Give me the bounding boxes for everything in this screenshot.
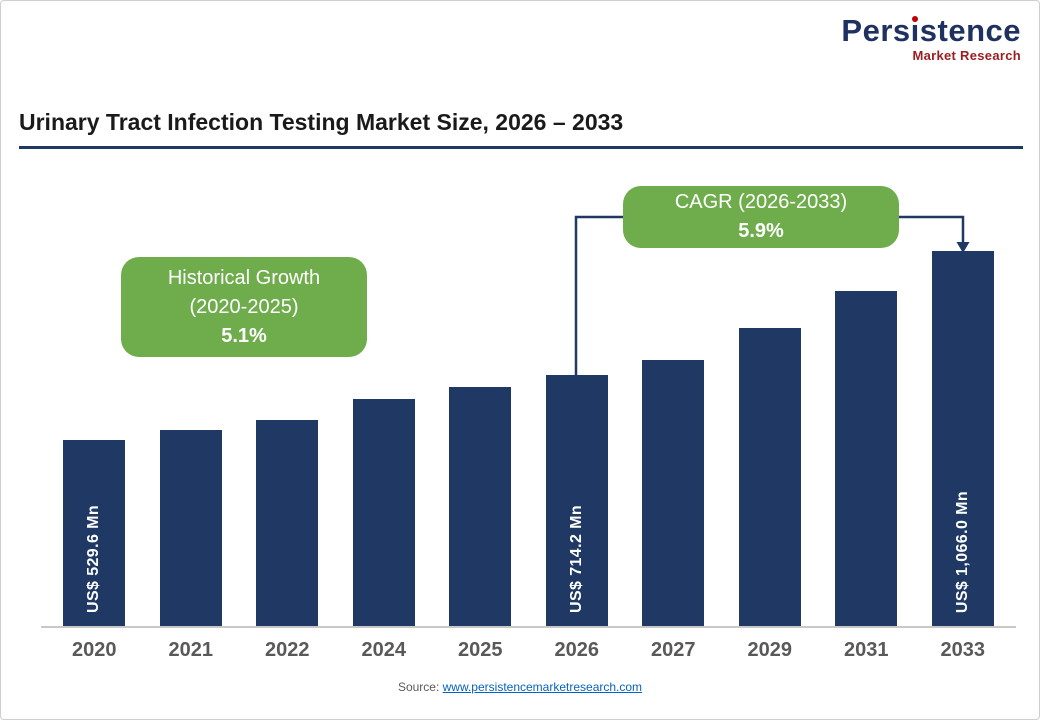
historical-growth-callout: Historical Growth (2020-2025) 5.1% — [121, 257, 367, 357]
bar-2029 — [738, 328, 801, 626]
historical-growth-value: 5.1% — [221, 324, 267, 347]
x-axis-label-2021: 2021 — [168, 639, 214, 661]
x-axis-label-2022: 2022 — [265, 639, 310, 661]
bar-value-label-2033: US$ 1,066.0 Mn — [953, 490, 971, 613]
bar-2022 — [256, 420, 319, 626]
source-prefix: Source: — [397, 680, 443, 694]
source-line: Source: www.persistencemarketresearch.co… — [1, 680, 1039, 694]
x-axis-label-2026: 2026 — [554, 639, 600, 661]
bar-2033: US$ 1,066.0 Mn — [931, 251, 994, 626]
x-axis-label-2031: 2031 — [844, 639, 889, 661]
title-underline — [19, 146, 1023, 149]
bar-value-label-2026: US$ 714.2 Mn — [567, 505, 585, 613]
logo-word-pre: Pers — [841, 13, 911, 48]
x-axis-label-2033: 2033 — [940, 639, 986, 661]
logo-wordmark: Persıstence — [841, 15, 1021, 46]
x-axis-label-2027: 2027 — [651, 639, 696, 661]
logo-red-dot-i: ı — [910, 13, 920, 48]
bar-2025 — [449, 387, 512, 626]
cagr-line1: CAGR (2026-2033) — [674, 191, 848, 213]
source-link[interactable]: www.persistencemarketresearch.com — [442, 680, 643, 694]
x-axis-label-2024: 2024 — [361, 639, 407, 661]
bar-2026: US$ 714.2 Mn — [545, 375, 608, 626]
bar-2024 — [352, 399, 415, 626]
x-axis-label-2025: 2025 — [458, 639, 503, 661]
historical-growth-line2: (2020-2025) — [189, 295, 299, 318]
x-axis-line — [41, 626, 1016, 628]
bar-value-label-2020: US$ 529.6 Mn — [85, 505, 103, 613]
x-axis-label-2029: 2029 — [747, 639, 793, 661]
cagr-callout: CAGR (2026-2033) 5.9% — [623, 186, 899, 248]
page-title: Urinary Tract Infection Testing Market S… — [19, 109, 624, 135]
pmr-logo: Persıstence Market Research — [841, 15, 1021, 62]
bar-2027 — [642, 360, 705, 626]
historical-growth-line1: Historical Growth — [167, 266, 321, 289]
bar-2020: US$ 529.6 Mn — [63, 440, 126, 626]
bar-2031 — [835, 291, 898, 626]
logo-word-post: stence — [919, 13, 1021, 48]
logo-tagline: Market Research — [912, 48, 1021, 63]
bar-2021 — [159, 430, 222, 626]
cagr-value: 5.9% — [738, 220, 784, 242]
x-axis-label-2020: 2020 — [72, 639, 117, 661]
